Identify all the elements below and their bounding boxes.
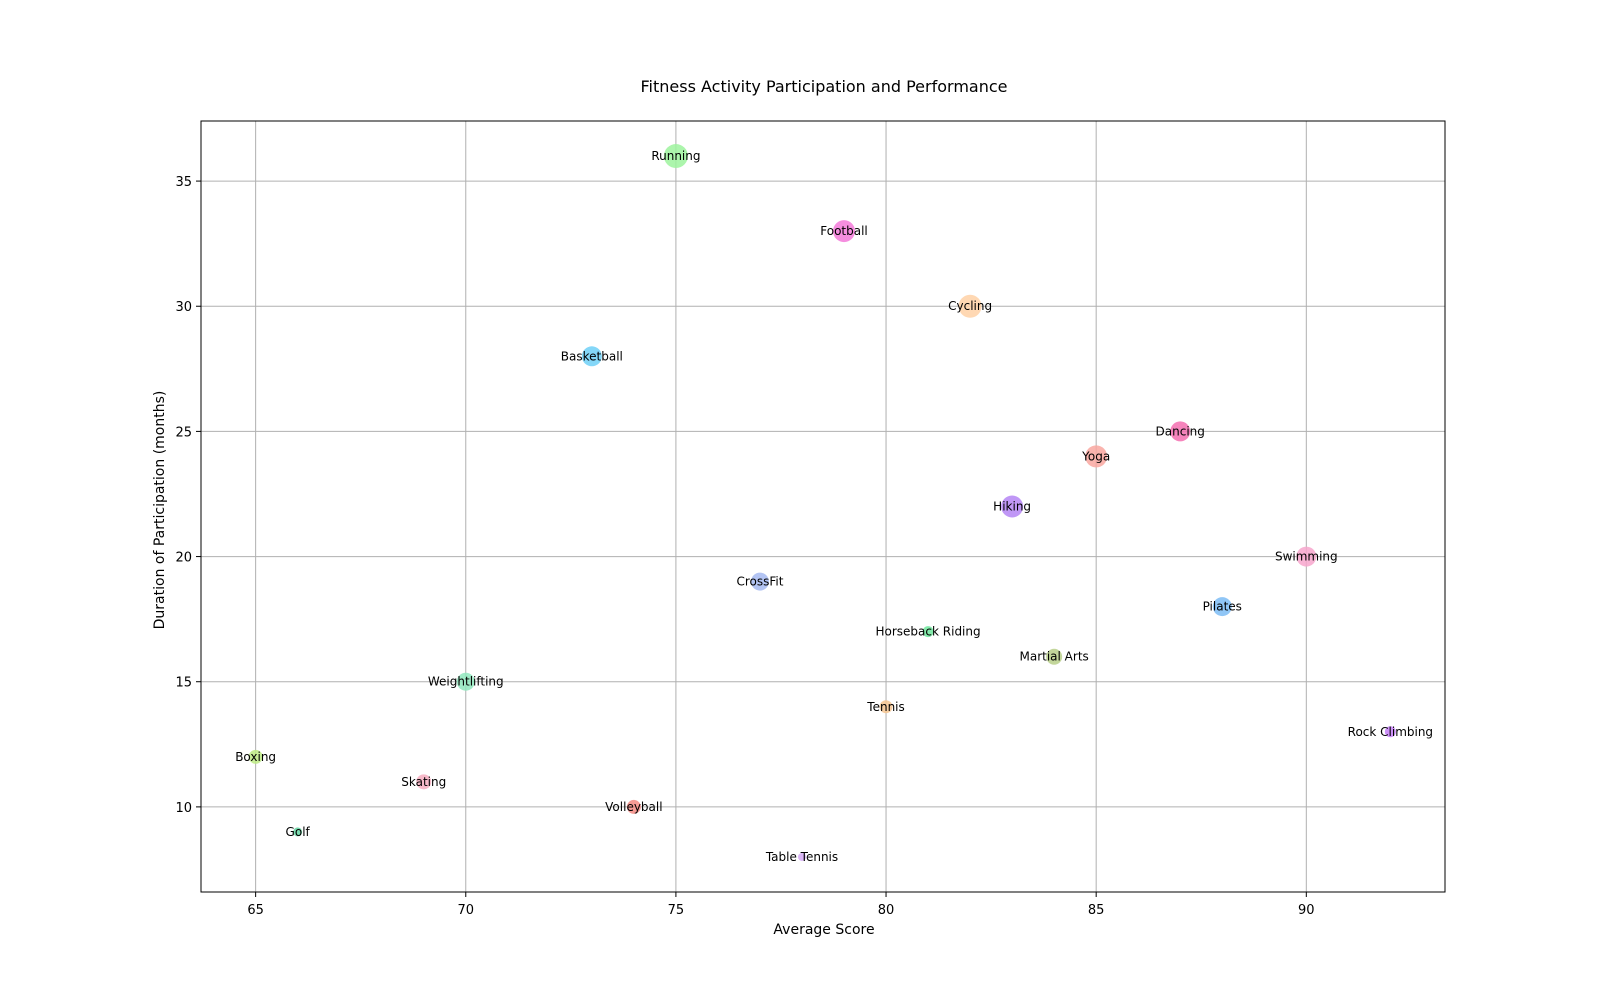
data-point: [456, 672, 475, 691]
data-point: [1085, 445, 1108, 468]
data-point: [1046, 648, 1063, 665]
data-point-label: Hiking: [993, 500, 1031, 514]
x-tick-label: 70: [457, 903, 474, 918]
plot-area-frame: [200, 120, 1446, 893]
data-point: [1001, 495, 1024, 518]
data-point-label: Table Tennis: [765, 850, 838, 864]
x-tick-label: 85: [1088, 903, 1105, 918]
data-point-label: Horseback Riding: [876, 625, 981, 639]
x-axis-ticks: 65 70 75 80 85 90: [247, 892, 1315, 918]
data-point: [1170, 421, 1191, 442]
data-point-label: Weightlifting: [428, 675, 504, 689]
x-tick-label: 80: [878, 903, 895, 918]
data-point-label: Yoga: [1081, 449, 1110, 463]
x-tick-label: 65: [247, 903, 264, 918]
data-point: [663, 144, 688, 169]
y-axis-ticks: 10 15 20 25 30 35: [175, 175, 201, 816]
data-point-label: Pilates: [1203, 600, 1242, 614]
data-point-label: Skating: [401, 775, 446, 789]
data-point-label: Cycling: [948, 299, 992, 313]
data-point-label: Tennis: [866, 700, 904, 714]
data-point-label: Golf: [286, 825, 311, 839]
data-point-label: CrossFit: [736, 575, 783, 589]
data-point: [1212, 597, 1232, 617]
data-point-label: Volleyball: [605, 800, 662, 814]
grid-lines: [201, 121, 1445, 892]
y-axis-label: Duration of Participation (months): [152, 391, 168, 630]
data-point: [581, 346, 602, 367]
data-point-label: Football: [820, 224, 868, 238]
data-point: [958, 294, 982, 318]
data-point: [750, 572, 769, 591]
data-point: [879, 700, 893, 714]
data-point: [248, 749, 263, 764]
y-tick-label: 10: [175, 801, 192, 816]
chart-title: Fitness Activity Participation and Perfo…: [641, 77, 1008, 96]
data-point: [797, 852, 806, 861]
data-point: [626, 799, 641, 814]
data-point-label: Boxing: [235, 750, 276, 764]
x-tick-label: 75: [668, 903, 685, 918]
data-labels: Running Football Cycling Basketball Dancing Y…: [235, 149, 1433, 864]
data-point-label: Dancing: [1156, 424, 1205, 438]
y-tick-label: 20: [175, 551, 192, 566]
data-point: [833, 220, 856, 243]
data-point-label: Basketball: [561, 349, 623, 363]
x-tick-label: 90: [1298, 903, 1315, 918]
data-point-label: Running: [651, 149, 700, 163]
data-point: [1296, 546, 1317, 567]
data-point-label: Rock Climbing: [1348, 725, 1433, 739]
data-point: [922, 626, 934, 638]
data-point-label: Martial Arts: [1020, 650, 1089, 664]
y-tick-label: 25: [175, 425, 192, 440]
y-tick-label: 35: [175, 175, 192, 190]
x-axis-label: Average Score: [773, 922, 874, 938]
data-point: [416, 774, 432, 790]
y-tick-label: 15: [175, 676, 192, 691]
data-point: [1384, 726, 1396, 738]
data-point-label: Swimming: [1275, 550, 1338, 564]
data-points: [248, 144, 1396, 861]
data-point: [293, 827, 303, 837]
y-tick-label: 30: [175, 300, 192, 315]
